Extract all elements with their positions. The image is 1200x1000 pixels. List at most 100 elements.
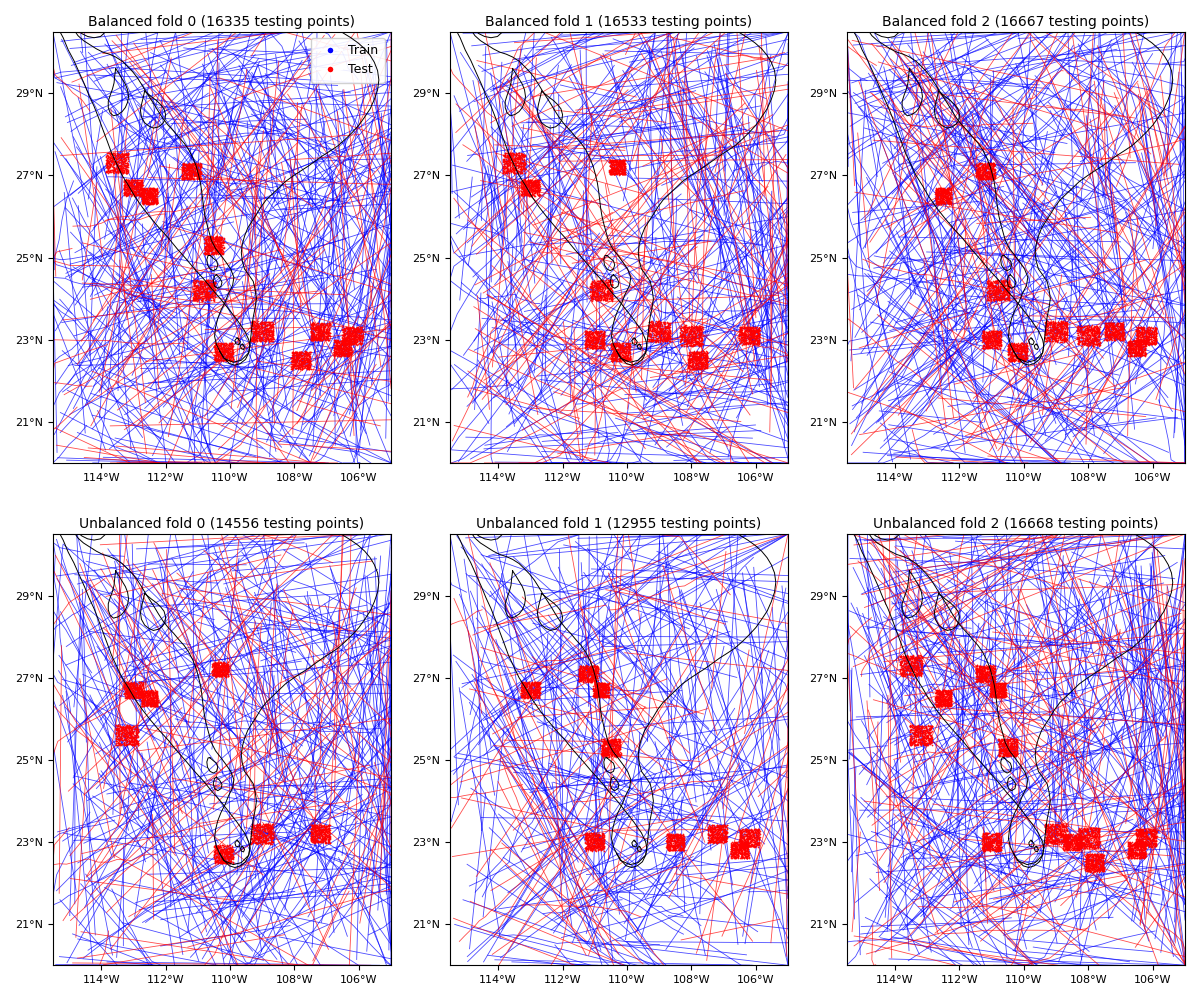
- Point: [611, 337, 630, 353]
- Point: [901, 661, 920, 677]
- Point: [679, 337, 698, 353]
- Point: [1000, 344, 1019, 360]
- Point: [256, 315, 275, 331]
- Point: [689, 350, 708, 366]
- Point: [737, 821, 756, 837]
- Point: [648, 323, 667, 339]
- Point: [528, 185, 547, 201]
- Point: [934, 193, 953, 209]
- Point: [311, 823, 330, 839]
- Point: [212, 667, 232, 683]
- Point: [1064, 832, 1084, 848]
- Point: [245, 318, 264, 334]
- Point: [679, 333, 698, 349]
- Point: [738, 837, 757, 853]
- Point: [749, 325, 768, 341]
- Point: [263, 825, 282, 841]
- Point: [148, 195, 167, 211]
- Point: [247, 325, 266, 341]
- Point: [979, 667, 998, 683]
- Point: [732, 322, 751, 338]
- Point: [985, 670, 1004, 686]
- Point: [619, 337, 638, 353]
- Point: [983, 333, 1002, 349]
- Point: [1078, 321, 1097, 337]
- Point: [522, 182, 541, 198]
- Point: [926, 182, 946, 198]
- Point: [974, 328, 994, 344]
- Point: [251, 316, 270, 332]
- Point: [133, 676, 152, 692]
- Point: [314, 321, 334, 337]
- Point: [221, 855, 240, 871]
- Point: [1140, 822, 1159, 838]
- Point: [352, 319, 371, 335]
- Point: [1013, 335, 1032, 351]
- Point: [1134, 837, 1153, 853]
- Point: [208, 845, 227, 861]
- Point: [985, 291, 1004, 307]
- Point: [941, 189, 960, 205]
- Point: [922, 730, 941, 746]
- Point: [986, 836, 1006, 852]
- Point: [208, 838, 227, 854]
- Point: [256, 318, 275, 334]
- Point: [311, 320, 330, 336]
- Point: [510, 151, 529, 167]
- Point: [334, 338, 353, 354]
- Point: [210, 657, 229, 673]
- Point: [995, 685, 1014, 701]
- Point: [204, 661, 223, 677]
- Point: [143, 686, 162, 702]
- Point: [1002, 735, 1021, 751]
- Point: [596, 683, 616, 699]
- Point: [1049, 328, 1068, 344]
- Point: [934, 689, 953, 705]
- Point: [608, 739, 628, 755]
- Point: [1145, 334, 1164, 350]
- Point: [997, 274, 1016, 290]
- Point: [511, 165, 530, 181]
- Point: [907, 651, 926, 667]
- Point: [514, 688, 533, 704]
- Point: [308, 315, 328, 331]
- Point: [739, 822, 758, 838]
- Point: [1133, 835, 1152, 851]
- Point: [1133, 842, 1152, 858]
- Point: [341, 339, 360, 355]
- Point: [679, 353, 698, 369]
- Point: [941, 682, 960, 698]
- Point: [214, 664, 233, 680]
- Point: [1079, 335, 1098, 351]
- Point: [911, 719, 930, 735]
- Point: [691, 348, 710, 364]
- Point: [685, 326, 704, 342]
- Point: [661, 827, 680, 843]
- Point: [139, 190, 158, 206]
- Point: [1140, 835, 1159, 851]
- Point: [670, 837, 689, 853]
- Point: [512, 155, 532, 171]
- Point: [1068, 826, 1087, 842]
- Point: [992, 681, 1012, 697]
- Point: [342, 341, 361, 357]
- Point: [128, 733, 148, 749]
- Point: [604, 335, 623, 351]
- Point: [299, 360, 318, 376]
- Point: [985, 340, 1004, 356]
- Point: [134, 692, 154, 708]
- Point: [338, 344, 358, 360]
- Point: [1063, 835, 1082, 851]
- Point: [986, 825, 1006, 841]
- Point: [596, 687, 616, 703]
- Point: [1129, 334, 1148, 350]
- Point: [1076, 324, 1096, 340]
- Point: [1087, 836, 1106, 852]
- Point: [604, 337, 623, 353]
- Point: [700, 827, 719, 843]
- Point: [1078, 337, 1097, 353]
- Point: [906, 650, 925, 666]
- Point: [991, 323, 1010, 339]
- Point: [1142, 830, 1162, 846]
- Point: [200, 242, 220, 258]
